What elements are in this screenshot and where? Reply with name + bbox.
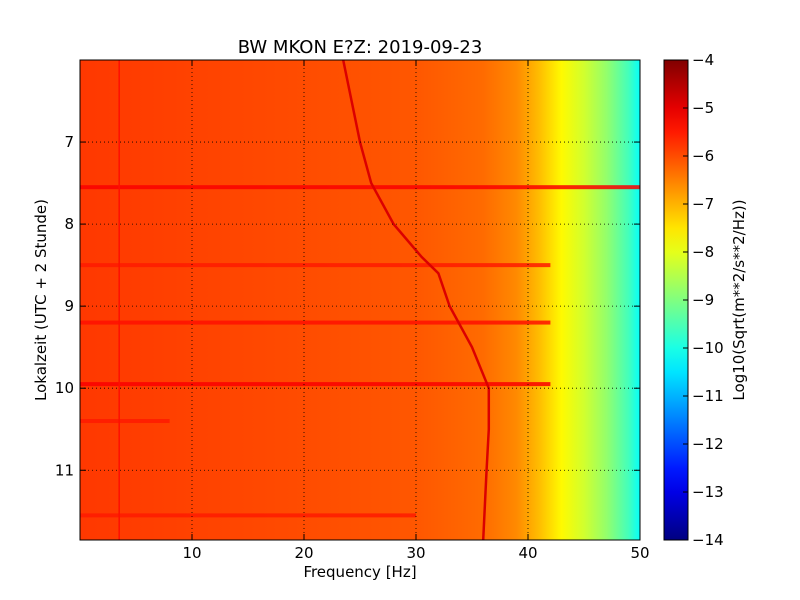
colorbar-tick-label: −14 xyxy=(692,531,724,549)
horizontal-band xyxy=(80,419,170,424)
colorbar-tick-label: −10 xyxy=(692,339,724,357)
horizontal-band xyxy=(80,382,551,387)
colorbar: −4 −5 −6 −7 −8 −9 −10 −11 −12 −13 −14 Log10(Sqrt(m… xyxy=(663,51,748,549)
y-tick-label: 11 xyxy=(55,461,74,479)
chart-title: BW MKON E?Z: 2019-09-23 xyxy=(238,37,483,58)
x-tick-label: 40 xyxy=(518,544,537,562)
x-axis-label: Frequency [Hz] xyxy=(303,563,416,581)
y-tick-label: 9 xyxy=(64,297,74,315)
colorbar-ticks: −4 −5 −6 −7 −8 −9 −10 −11 −12 −13 −14 xyxy=(683,51,724,549)
colorbar-tick-label: −7 xyxy=(692,195,714,213)
x-tick-label: 10 xyxy=(182,544,201,562)
horizontal-band xyxy=(80,185,640,190)
colorbar-tick-label: −6 xyxy=(692,147,714,165)
plot-frame xyxy=(79,59,641,541)
plot-area xyxy=(79,59,641,541)
y-tick-label: 10 xyxy=(55,379,74,397)
y-axis-label: Lokalzeit (UTC + 2 Stunde) xyxy=(32,199,50,401)
colorbar-tick-label: −5 xyxy=(692,99,714,117)
heatmap-background xyxy=(80,60,640,540)
horizontal-band xyxy=(80,513,416,518)
y-tick-label: 7 xyxy=(64,133,74,151)
horizontal-band xyxy=(80,320,551,325)
x-tick-label: 20 xyxy=(294,544,313,562)
y-tick-label: 8 xyxy=(64,215,74,233)
colorbar-tick-label: −12 xyxy=(692,435,724,453)
horizontal-band xyxy=(80,263,551,268)
x-axis-ticks: 10 20 30 40 50 xyxy=(182,60,650,562)
grid-lines xyxy=(80,60,640,540)
colorbar-tick-label: −8 xyxy=(692,243,714,261)
y-axis-ticks: 7 8 9 10 11 xyxy=(55,133,640,479)
drifting-spectral-line xyxy=(341,59,491,541)
colorbar-tick-label: −13 xyxy=(692,483,724,501)
x-tick-label: 50 xyxy=(630,544,649,562)
colorbar-tick-label: −11 xyxy=(692,387,724,405)
colorbar-tick-label: −4 xyxy=(692,51,714,69)
colorbar-tick-label: −9 xyxy=(692,291,714,309)
colorbar-label: Log10(Sqrt(m**2/s**2/Hz)) xyxy=(730,199,748,400)
x-tick-label: 30 xyxy=(406,544,425,562)
horizontal-bands xyxy=(80,185,640,518)
